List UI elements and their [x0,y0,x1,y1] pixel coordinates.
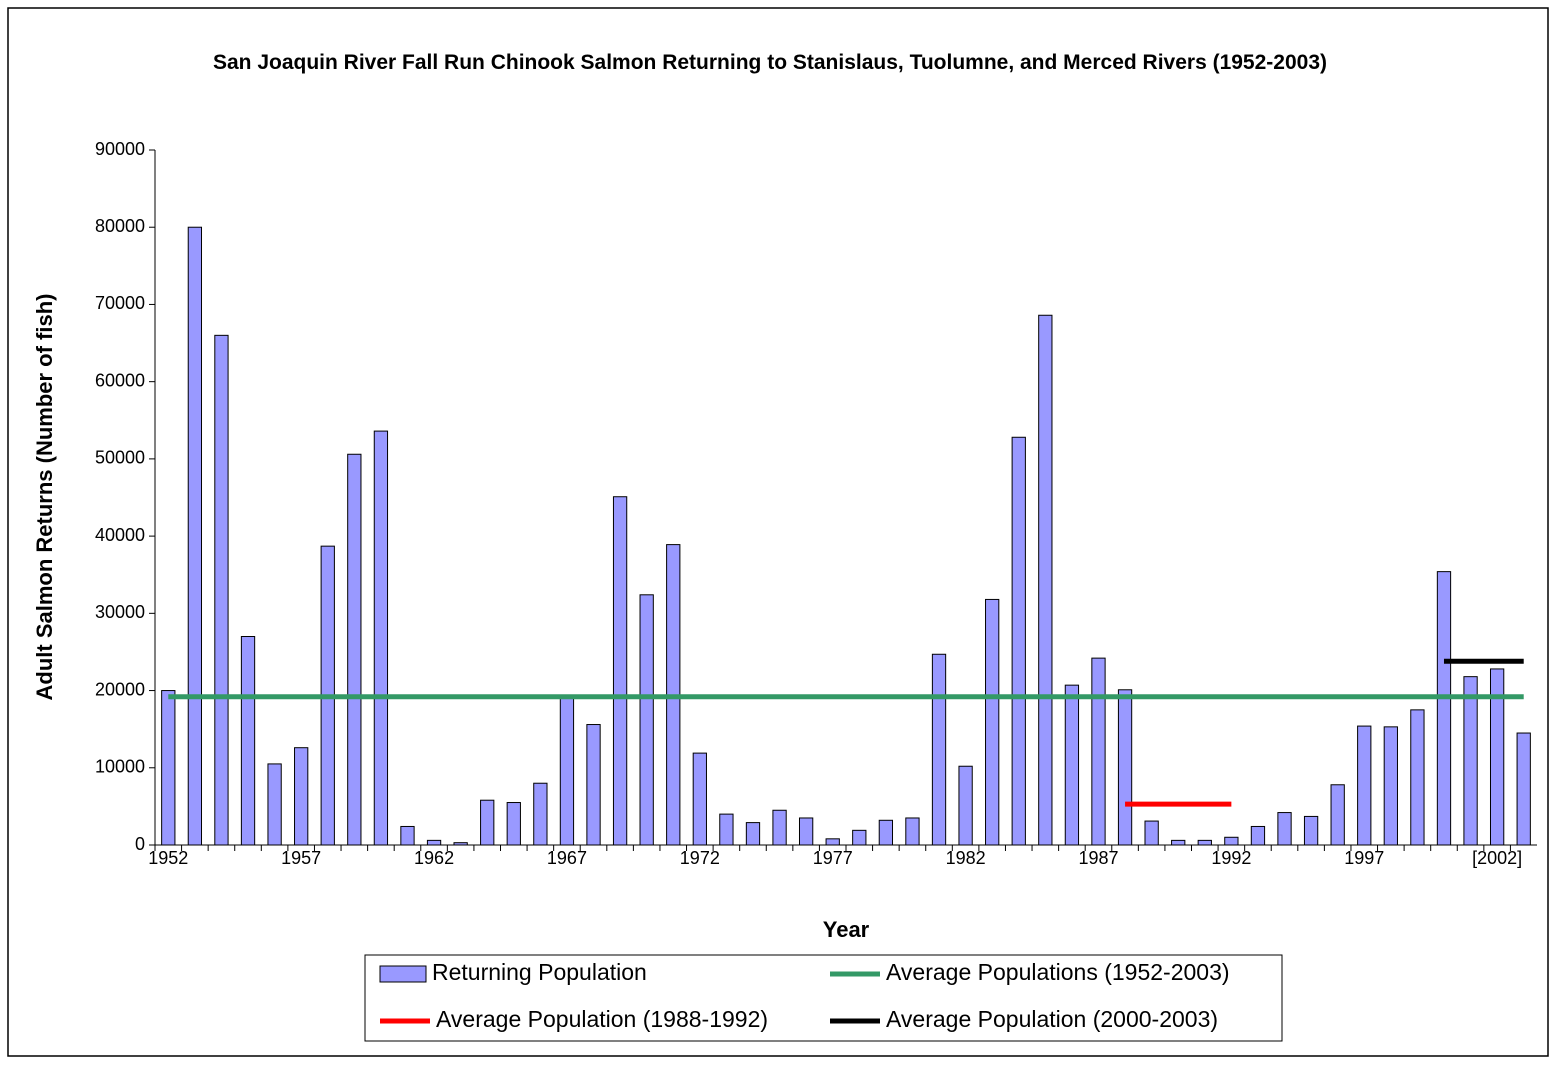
bar [1224,836,1239,846]
legend-label: Average Population (2000-2003) [886,1006,1218,1032]
chart-title: San Joaquin River Fall Run Chinook Salmo… [212,51,1327,74]
bar [1064,684,1080,846]
bar [985,598,1000,846]
bar [719,813,734,846]
bar [958,765,973,846]
x-tick-label: [2002] [1472,848,1522,868]
bar [161,690,176,846]
bar [347,453,362,846]
x-tick-label: 1992 [1211,848,1251,868]
bar [1436,571,1452,846]
bar [745,822,761,846]
bar [533,782,548,846]
y-tick-label: 50000 [95,448,145,468]
bar [825,838,840,846]
chart-frame [7,7,1549,1057]
x-tick-label: 1977 [813,848,853,868]
legend-swatch [379,965,427,983]
bar [240,636,256,846]
y-tick-label: 30000 [95,602,145,622]
bar [267,763,282,846]
bar [1117,689,1133,846]
bar [1144,820,1159,846]
x-tick-label: 1982 [946,848,986,868]
y-tick-label: 70000 [95,293,145,313]
y-tick-label: 80000 [95,216,145,236]
bar [798,817,814,846]
bar [480,799,495,846]
legend-label: Average Populations (1952-2003) [886,959,1230,985]
legend-box [364,954,1283,1042]
bar [559,696,575,846]
y-tick-label: 10000 [95,757,145,777]
bar [426,839,442,846]
x-tick-label: 1957 [281,848,321,868]
x-tick-label: 1997 [1344,848,1384,868]
bar [586,724,601,846]
bar [453,842,468,846]
y-tick-label: 90000 [95,139,145,159]
x-tick-label: 1987 [1078,848,1118,868]
bar [878,819,894,846]
bar [612,496,628,846]
bar [852,829,867,846]
bar [905,817,920,846]
bar [1277,812,1292,846]
bar [1303,815,1319,846]
bar [1038,314,1053,846]
bar [1330,784,1345,846]
bar [294,747,309,846]
x-axis-label: Year [823,917,870,942]
bar [400,825,415,846]
bar [1197,839,1212,846]
x-tick-label: 1972 [680,848,720,868]
x-tick-label: 1952 [148,848,188,868]
bar [1011,436,1026,846]
bar [1250,825,1266,846]
bar [1383,726,1398,846]
x-tick-label: 1967 [547,848,587,868]
bar [214,334,229,846]
legend-label: Average Population (1988-1992) [436,1006,768,1032]
bar [506,802,521,846]
y-tick-label: 0 [135,834,145,854]
bar [692,752,707,846]
bar [373,430,389,846]
y-tick-label: 40000 [95,525,145,545]
bar [931,653,947,846]
bar [772,809,787,846]
bar [639,594,654,846]
bar [1489,668,1505,846]
bar [1516,732,1531,846]
y-axis-label: Adult Salmon Returns (Number of fish) [32,294,57,701]
bar [187,226,203,846]
bar [1357,725,1372,846]
x-tick-label: 1962 [414,848,454,868]
bar [1171,839,1186,846]
legend-label: Returning Population [432,959,647,985]
bar [1410,709,1425,846]
y-tick-label: 20000 [95,679,145,699]
y-tick-label: 60000 [95,370,145,390]
bar [1091,657,1106,846]
bar [1463,676,1478,846]
